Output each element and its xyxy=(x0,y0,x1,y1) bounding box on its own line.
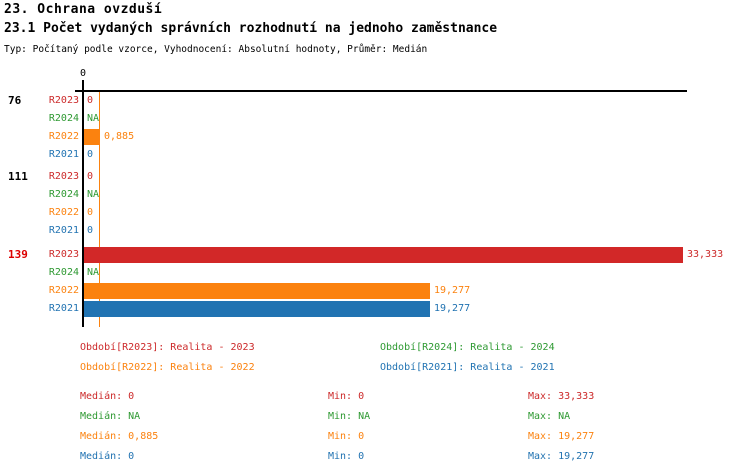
group-label: 76 xyxy=(8,94,22,107)
chart-meta: Typ: Počítaný podle vzorce, Vyhodnocení:… xyxy=(4,44,428,55)
bar-row: 139 R2023 33,333 xyxy=(0,247,750,263)
series-label: R2022 xyxy=(48,207,79,218)
legend-item: Období[R2022]: Realita - 2022 xyxy=(80,362,255,373)
bar-row: R2024 NA xyxy=(0,111,750,127)
stat-median: Medián: 0 xyxy=(80,391,135,402)
bar-row: 76 R2023 0 xyxy=(0,93,750,109)
stat-max: Max: 19,277 xyxy=(528,431,595,442)
x-axis-line xyxy=(75,90,687,92)
series-label: R2021 xyxy=(48,149,79,160)
stat-min: Min: 0 xyxy=(328,451,365,462)
page-title: 23. Ochrana ovzduší xyxy=(4,2,163,17)
bar-value: 0 xyxy=(87,225,94,236)
series-label: R2021 xyxy=(48,225,79,236)
bar-row: R2022 0 xyxy=(0,205,750,221)
bar-value: 0 xyxy=(87,149,94,160)
series-label: R2022 xyxy=(48,285,79,296)
bar-value: 0 xyxy=(87,171,94,182)
series-label: R2022 xyxy=(48,131,79,142)
stat-max: Max: NA xyxy=(528,411,571,422)
y-axis-line xyxy=(82,80,84,327)
series-label: R2024 xyxy=(48,189,79,200)
series-label: R2023 xyxy=(48,95,79,106)
series-label: R2023 xyxy=(48,171,79,182)
series-label: R2021 xyxy=(48,303,79,314)
bar-row: R2021 0 xyxy=(0,147,750,163)
bar-value: 0,885 xyxy=(104,131,135,142)
legend-item: Období[R2024]: Realita - 2024 xyxy=(380,342,555,353)
bar-value: 33,333 xyxy=(687,249,724,260)
bar-row: R2024 NA xyxy=(0,265,750,281)
x-axis-tick-zero: 0 xyxy=(79,68,87,79)
stat-min: Min: 0 xyxy=(328,431,365,442)
bar-value: NA xyxy=(87,113,100,124)
stat-median: Medián: NA xyxy=(80,411,141,422)
bar xyxy=(84,283,430,299)
series-label: R2024 xyxy=(48,113,79,124)
bar-value: 0 xyxy=(87,95,94,106)
bar-value: NA xyxy=(87,267,100,278)
bar-row: R2021 0 xyxy=(0,223,750,239)
stat-median: Medián: 0 xyxy=(80,451,135,462)
bar xyxy=(84,301,430,317)
group-label: 111 xyxy=(8,170,28,183)
series-label: R2024 xyxy=(48,267,79,278)
legend-item: Období[R2023]: Realita - 2023 xyxy=(80,342,255,353)
stat-max: Max: 33,333 xyxy=(528,391,595,402)
bar-value: NA xyxy=(87,189,100,200)
stat-median: Medián: 0,885 xyxy=(80,431,159,442)
chart-title: 23.1 Počet vydaných správních rozhodnutí… xyxy=(4,21,498,36)
bar-value: 19,277 xyxy=(434,303,471,314)
bar-value: 19,277 xyxy=(434,285,471,296)
bar-row: R2021 19,277 xyxy=(0,301,750,317)
median-line xyxy=(99,92,100,327)
stat-min: Min: NA xyxy=(328,411,371,422)
bar-row: R2022 19,277 xyxy=(0,283,750,299)
bar-row: R2024 NA xyxy=(0,187,750,203)
group-label: 139 xyxy=(8,248,28,261)
stat-max: Max: 19,277 xyxy=(528,451,595,462)
bar-chart: 0 76 R2023 0 R2024 NA R2022 0,885 R2021 0 111 R202… xyxy=(0,68,750,327)
bar xyxy=(84,129,100,145)
stat-min: Min: 0 xyxy=(328,391,365,402)
legend-item: Období[R2021]: Realita - 2021 xyxy=(380,362,555,373)
series-label: R2023 xyxy=(48,249,79,260)
bar-row: 111 R2023 0 xyxy=(0,169,750,185)
bar-value: 0 xyxy=(87,207,94,218)
bar xyxy=(84,247,683,263)
bar-row: R2022 0,885 xyxy=(0,129,750,145)
